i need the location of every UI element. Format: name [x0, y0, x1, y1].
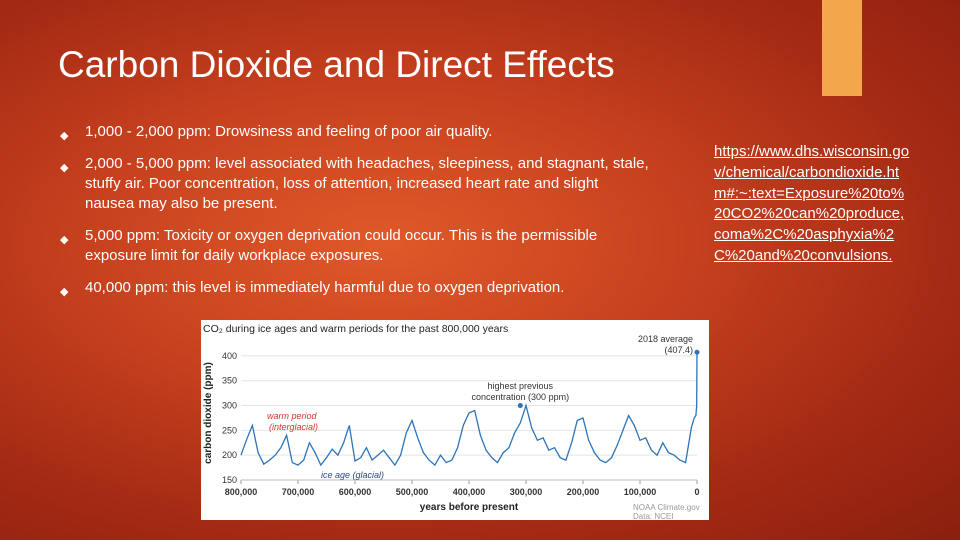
co2-series-line: [240, 352, 698, 467]
annotation-highest-previous-2: concentration (300 ppm): [472, 392, 570, 402]
bullet-item: ◆ 40,000 ppm: this level is immediately h…: [60, 278, 650, 298]
co2-chart: CO₂ during ice ages and warm periods for…: [201, 320, 709, 520]
y-tick-label: 250: [222, 425, 237, 435]
y-tick-label: 400: [222, 351, 237, 361]
bullet-item: ◆ 2,000 - 5,000 ppm: level associated wit…: [60, 154, 650, 214]
x-tick-label: 800,000: [225, 487, 258, 497]
source-link[interactable]: https://www.dhs.wisconsin.gov/chemical/c…: [714, 143, 910, 264]
annotation-warm-period: warm period: [267, 411, 318, 421]
chart-svg: CO₂ during ice ages and warm periods for…: [203, 323, 700, 520]
y-tick-label: 300: [222, 401, 237, 411]
bullet-item: ◆ 1,000 - 2,000 ppm: Drowsiness and feeli…: [60, 122, 650, 142]
annotation-highest-previous: highest previous: [488, 381, 554, 391]
diamond-bullet-icon: ◆: [60, 130, 69, 142]
diamond-bullet-icon: ◆: [60, 286, 69, 298]
slide-title: Carbon Dioxide and Direct Effects: [58, 44, 615, 85]
x-tick-label: 600,000: [339, 487, 372, 497]
chart-x-axis-label: years before present: [420, 502, 519, 513]
x-tick-label: 700,000: [282, 487, 315, 497]
bullet-item: ◆ 5,000 ppm: Toxicity or oxygen deprivati…: [60, 226, 650, 266]
bullet-text: 2,000 - 5,000 ppm: level associated with…: [85, 155, 649, 212]
chart-credit-source: NOAA Climate.gov: [633, 503, 700, 512]
diamond-bullet-icon: ◆: [60, 234, 69, 246]
x-tick-label: 400,000: [453, 487, 486, 497]
y-tick-label: 350: [222, 376, 237, 386]
annotation-ice-age: ice age (glacial): [321, 470, 384, 480]
chart-y-axis-label: carbon dioxide (ppm): [203, 362, 214, 464]
chart-ticks: 150 200 250 300 350 400 800,000 700,000 600,000 5…: [222, 351, 700, 497]
chart-annotations: 2018 average(407.4) highest previousconce…: [267, 334, 700, 480]
accent-bar: [822, 0, 862, 96]
diamond-bullet-icon: ◆: [60, 162, 69, 174]
bullet-list: ◆ 1,000 - 2,000 ppm: Drowsiness and feeli…: [60, 122, 650, 298]
point-2018: [694, 349, 700, 355]
x-tick-label: 500,000: [396, 487, 429, 497]
point-highest-previous: [517, 403, 523, 409]
x-tick-label: 200,000: [567, 487, 600, 497]
x-tick-label: 0: [694, 487, 699, 497]
y-tick-label: 200: [222, 450, 237, 460]
annotation-2018-value: (407.4): [664, 345, 693, 355]
bullet-text: 40,000 ppm: this level is immediately ha…: [85, 279, 565, 296]
y-tick-label: 150: [222, 475, 237, 485]
chart-credit-data: Data: NCEI: [633, 512, 673, 520]
x-tick-label: 300,000: [510, 487, 543, 497]
chart-title: CO₂ during ice ages and warm periods for…: [203, 323, 508, 335]
bullet-text: 5,000 ppm: Toxicity or oxygen deprivatio…: [85, 227, 598, 264]
x-tick-label: 100,000: [624, 487, 657, 497]
annotation-interglacial: (interglacial): [269, 422, 318, 432]
annotation-2018-average: 2018 average: [638, 334, 693, 344]
bullet-text: 1,000 - 2,000 ppm: Drowsiness and feelin…: [85, 123, 493, 140]
